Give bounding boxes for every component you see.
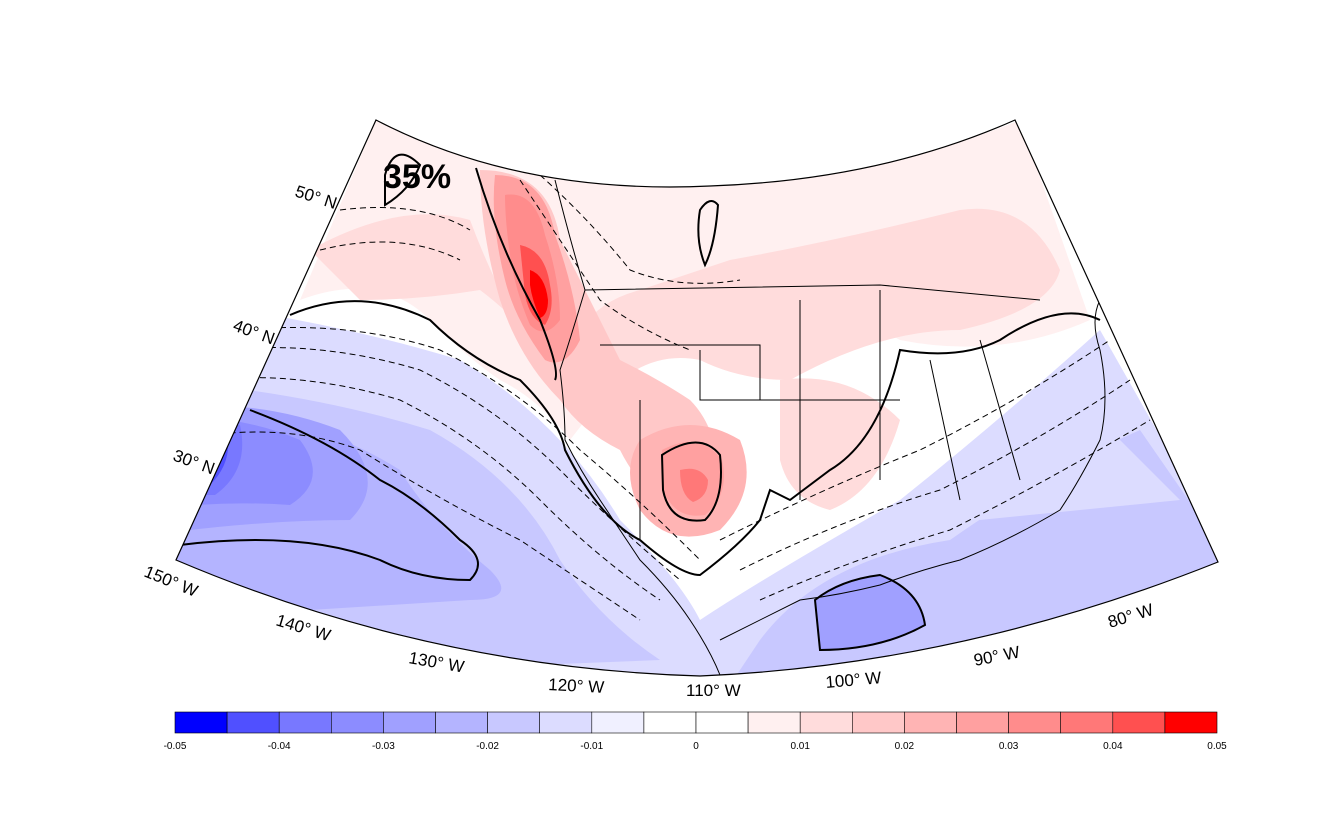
- lon-label-150w: 150° W: [142, 562, 201, 601]
- colorbar-tick-label: 0: [693, 741, 699, 752]
- panel-percent-label: 35%: [383, 158, 451, 196]
- colorbar-tick-label: -0.04: [268, 741, 291, 752]
- colorbar-swatch: [539, 711, 593, 734]
- colorbar-swatch: [904, 711, 957, 734]
- colorbar-swatch: [383, 711, 436, 734]
- colorbar-tick-label: 0.04: [1103, 741, 1123, 752]
- colorbar-swatch: [174, 711, 228, 734]
- lon-label-90w: 90° W: [972, 642, 1021, 670]
- colorbar-swatch: [851, 711, 905, 734]
- colorbar-swatch: [799, 711, 853, 734]
- colorbar: -0.05 -0.04 -0.03 -0.02 -0.01 0 0.01 0.02 0.03 0.…: [164, 711, 1227, 752]
- lat-label-40n: 40° N: [231, 316, 278, 348]
- anomaly-field: [176, 120, 1218, 676]
- colorbar-swatch: [695, 711, 749, 734]
- colorbar-swatch: [747, 711, 801, 734]
- colorbar-tick-label: 0.01: [790, 741, 810, 752]
- colorbar-swatch: [1060, 711, 1114, 734]
- colorbar-tick-label: 0.03: [999, 741, 1019, 752]
- colorbar-tick-label: -0.03: [372, 741, 395, 752]
- lon-label-110w: 110° W: [686, 681, 741, 700]
- map-border: [175, 119, 1219, 677]
- lon-label-120w: 120° W: [548, 675, 605, 697]
- lon-label-80w: 80° W: [1106, 600, 1156, 632]
- colorbar-tick-label: -0.05: [164, 741, 187, 752]
- colorbar-swatch: [330, 711, 384, 734]
- colorbar-tick-label: 0.02: [895, 741, 915, 752]
- lat-label-50n: 50° N: [293, 182, 339, 213]
- lon-label-140w: 140° W: [274, 611, 333, 646]
- colorbar-swatch: [1164, 711, 1218, 734]
- colorbar-swatch: [1008, 711, 1061, 734]
- colorbar-swatch: [435, 711, 488, 734]
- lon-label-130w: 130° W: [407, 648, 465, 676]
- coastlines: [554, 179, 1106, 676]
- colorbar-swatch: [591, 711, 645, 734]
- colorbar-tick-label: 0.05: [1207, 741, 1227, 752]
- colorbar-swatch: [487, 711, 541, 734]
- colorbar-swatch: [1112, 711, 1166, 734]
- colorbar-swatch: [643, 711, 697, 734]
- colorbar-swatch: [956, 711, 1009, 734]
- colorbar-tick-label: -0.01: [580, 741, 603, 752]
- lon-label-100w: 100° W: [825, 668, 882, 692]
- contour-lines: [179, 153, 1151, 652]
- colorbar-swatch: [278, 711, 332, 734]
- colorbar-tick-label: -0.02: [476, 741, 499, 752]
- lat-label-30n: 30° N: [171, 446, 218, 478]
- colorbar-swatch: [226, 711, 280, 734]
